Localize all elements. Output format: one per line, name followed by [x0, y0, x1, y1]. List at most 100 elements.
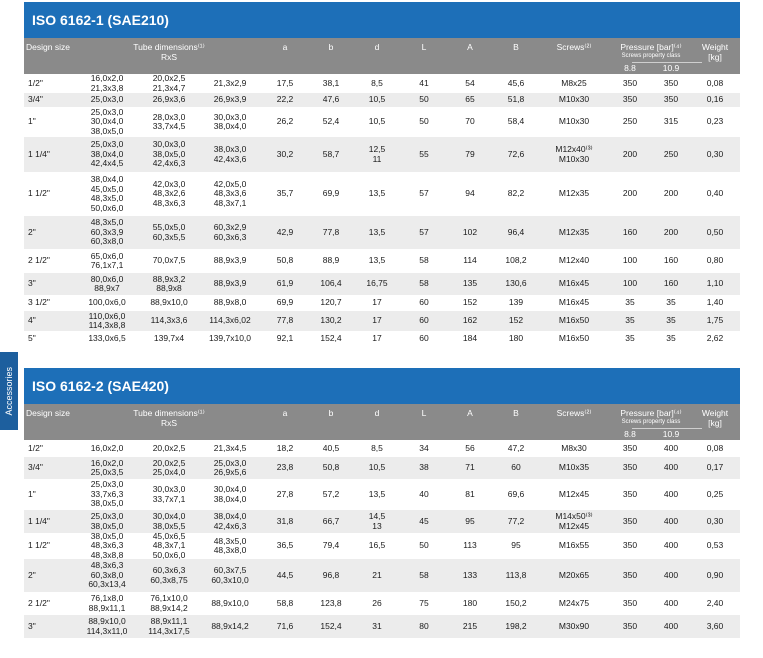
cell-A: 114	[463, 255, 477, 266]
cell-screws: M12x35	[534, 216, 614, 249]
cell-t2-line: 20,0x2,5	[152, 457, 186, 468]
cell-p109: 160	[663, 278, 679, 289]
cell-d: 10,5	[337, 107, 417, 137]
cell-d-line: 8,5	[371, 77, 383, 88]
header-rxs: RxS	[160, 52, 178, 62]
cell-b: 79,4	[322, 540, 340, 551]
header-weight: Weight	[701, 42, 729, 52]
cell-b: 152,4	[320, 333, 342, 344]
cell-t1-line: 25,0x3,0	[90, 106, 124, 117]
side-tab-accessories[interactable]: Accessories	[0, 352, 18, 430]
cell-t2-line: 25,0x4,0	[152, 467, 186, 477]
cell-t3: 26,9x3,9	[190, 93, 270, 107]
table-row: 2" 48,3x6,3 60,3x8,0 60,3x13,4 60,3x6,3 60,3x…	[24, 559, 740, 592]
cell-d-line: 13,5	[368, 188, 386, 199]
table-row: 2" 48,3x5,0 60,3x3,9 60,3x8,0 55,0x5,0 60,3x5…	[24, 216, 740, 249]
cell-d: 16,75	[337, 273, 417, 295]
cell-L: 58	[419, 569, 429, 580]
cell-t2-line: 88,9x14,2	[150, 602, 188, 613]
cell-B: 69,6	[507, 488, 525, 499]
header-class-8-8: 8.8	[624, 429, 636, 439]
cell-d-line: 17	[372, 297, 382, 308]
cell-L: 50	[419, 94, 429, 105]
cell-t2-line: 70,0x7,5	[152, 255, 186, 266]
cell-t2-line: 88,9x3,2	[152, 273, 186, 284]
cell-t2-line: 30,0x3,0	[152, 484, 186, 494]
cell-size: 2 1/2"	[28, 597, 50, 608]
cell-B: 139	[508, 297, 524, 308]
cell-L: 55	[419, 148, 429, 159]
cell-screws: M12x40⁽³⁾ M10x30	[534, 137, 614, 172]
cell-screws: M10x35	[534, 457, 614, 479]
cell-p109: 400	[663, 515, 679, 526]
cell-screws-line: M10x30	[558, 153, 590, 164]
cell-p88: 350	[622, 569, 638, 580]
cell-d-line: 11	[372, 153, 382, 164]
cell-size: 4"	[28, 315, 36, 326]
table-section: ISO 6162-1 (SAE210) Design size Tube dimen…	[24, 2, 740, 347]
cell-a: 22,2	[276, 94, 294, 105]
cell-w: 0,16	[706, 94, 724, 105]
cell-t1-line: 48,3x8,8	[90, 549, 124, 560]
cell-t1: 25,0x3,0 38,0x4,0 42,4x4,5	[67, 137, 147, 172]
cell-p88: 350	[622, 540, 638, 551]
cell-B: 60	[511, 462, 521, 473]
cell-t1: 100,0x6,0	[67, 295, 147, 311]
cell-screws: M16x50	[534, 311, 614, 331]
cell-size: 1/2"	[28, 77, 43, 88]
cell-L: 38	[419, 462, 429, 473]
side-tab-label: Accessories	[4, 366, 14, 416]
cell-size: 3/4"	[28, 462, 43, 473]
cell-b: 50,8	[322, 462, 340, 473]
cell-B: 95	[511, 540, 521, 551]
cell-d: 12,5 11	[337, 137, 417, 172]
cell-t2-line: 114,3x17,5	[148, 625, 190, 636]
cell-p88: 200	[622, 188, 638, 199]
cell-screws: M16x45	[534, 295, 614, 311]
table-section: ISO 6162-2 (SAE420) Design size Tube dimen…	[24, 368, 740, 638]
cell-p109: 200	[663, 226, 679, 237]
cell-t3-line: 114,3x6,02	[209, 315, 251, 326]
cell-t2: 20,0x2,5 21,3x4,7	[129, 73, 209, 93]
cell-t1-line: 65,0x6,0	[90, 250, 124, 261]
cell-t1-line: 25,0x3,5	[90, 467, 124, 477]
cell-t3-line: 26,9x3,9	[213, 94, 247, 105]
cell-w: 2,40	[706, 597, 724, 608]
cell-t3-line: 139,7x10,0	[208, 333, 252, 344]
cell-t2: 42,0x3,0 48,3x2,6 48,3x6,3	[129, 172, 209, 216]
cell-t3: 25,0x3,0 26,9x5,6	[190, 457, 270, 479]
cell-p88: 35	[625, 333, 635, 344]
cell-t1-line: 48,3x5,0	[90, 193, 124, 203]
cell-b: 38,1	[322, 77, 340, 88]
cell-screws-line: M8x25	[561, 77, 587, 88]
cell-a: 35,7	[276, 188, 294, 199]
cell-t1: 25,0x3,0	[67, 93, 147, 107]
header-weight-unit: [kg]	[708, 418, 722, 428]
cell-screws-line: M12x35	[558, 226, 590, 237]
cell-t2-line: 139,7x4	[153, 333, 185, 344]
header-b: b	[328, 42, 334, 52]
cell-A: 152	[462, 297, 478, 308]
cell-size: 3"	[28, 278, 36, 289]
cell-B: 82,2	[507, 188, 525, 199]
cell-w: 0,23	[706, 116, 724, 127]
cell-d: 21	[337, 559, 417, 592]
cell-t1-line: 16,0x2,0	[90, 457, 124, 468]
cell-d-line: 14,5	[368, 511, 386, 521]
cell-t2-line: 55,0x5,0	[152, 222, 186, 232]
cell-screws-line: M12x45	[558, 488, 590, 499]
cell-d-line: 26	[372, 597, 382, 608]
cell-t2-line: 28,0x3,0	[152, 111, 186, 122]
cell-A: 102	[462, 226, 478, 237]
cell-t3-line: 48,3x8,0	[213, 545, 247, 555]
cell-d-line: 13,5	[368, 488, 386, 499]
cell-p88: 250	[622, 116, 638, 127]
cell-w: 0,30	[706, 148, 724, 159]
cell-w: 3,60	[706, 620, 724, 631]
cell-w: 0,40	[706, 188, 724, 199]
cell-screws-line: M20x65	[558, 569, 590, 580]
cell-A: 70	[465, 116, 475, 127]
cell-b: 52,4	[322, 116, 340, 127]
cell-t1-line: 16,0x2,0	[90, 73, 124, 83]
cell-t3-line: 21,3x4,5	[213, 442, 247, 453]
